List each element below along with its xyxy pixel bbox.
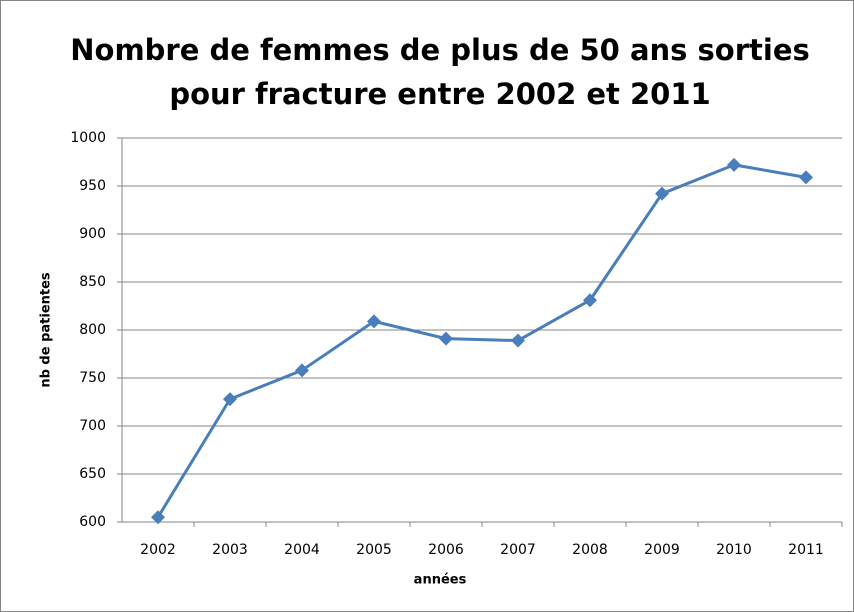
point-marker [295,363,309,378]
point-marker [655,186,669,201]
y-tick-label: 950 [79,178,106,194]
point-marker [367,314,381,329]
y-tick-label: 800 [79,322,106,338]
y-tick-label: 700 [79,418,106,434]
chart-title: pour fracture entre 2002 et 2011 [169,77,710,111]
point-marker [583,293,597,308]
x-tick-label: 2007 [500,542,536,558]
x-tick-label: 2011 [788,542,824,558]
point-marker [439,331,453,346]
x-tick-label: 2005 [356,542,392,558]
y-tick-label: 650 [79,466,106,482]
point-marker [727,157,741,172]
point-marker [223,392,237,407]
point-marker [511,333,525,348]
y-tick-label: 850 [79,274,106,290]
series-line [156,163,807,518]
x-tick-label: 2003 [212,542,248,558]
x-tick-label: 2010 [716,542,752,558]
y-tick-label: 1000 [70,130,106,146]
x-tick-label: 2004 [284,542,320,558]
point-marker [151,510,165,525]
x-tick-label: 2006 [428,542,464,558]
x-tick-label: 2002 [140,542,176,558]
y-tick-label: 600 [79,514,106,530]
y-tick-label: 750 [79,370,106,386]
x-tick-label: 2008 [572,542,608,558]
chart-title: Nombre de femmes de plus de 50 ans sorti… [70,33,810,67]
point-marker [799,170,813,185]
x-tick-label: 2009 [644,542,680,558]
y-axis-title: nb de patientes [39,272,54,388]
y-tick-label: 900 [79,226,106,242]
x-axis-title: années [414,573,467,588]
